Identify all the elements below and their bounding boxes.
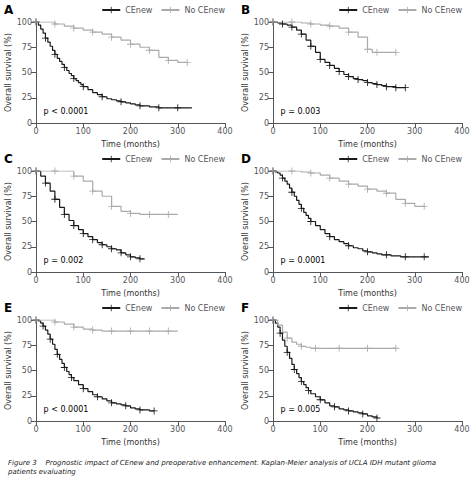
svg-text:75: 75 bbox=[259, 43, 269, 52]
svg-text:300: 300 bbox=[170, 276, 185, 285]
svg-text:Overall survival (%): Overall survival (%) bbox=[241, 33, 250, 112]
svg-text:Time (months): Time (months) bbox=[100, 289, 160, 298]
svg-text:Overall survival (%): Overall survival (%) bbox=[241, 182, 250, 261]
svg-text:0: 0 bbox=[33, 127, 38, 136]
svg-text:400: 400 bbox=[217, 276, 232, 285]
svg-text:E: E bbox=[4, 301, 12, 315]
svg-text:50: 50 bbox=[259, 68, 269, 77]
svg-text:200: 200 bbox=[360, 276, 375, 285]
svg-text:25: 25 bbox=[22, 242, 32, 251]
svg-text:50: 50 bbox=[259, 217, 269, 226]
svg-text:CEnew: CEnew bbox=[125, 6, 153, 15]
svg-text:No CEnew: No CEnew bbox=[421, 304, 462, 313]
svg-text:200: 200 bbox=[360, 127, 375, 136]
svg-text:CEnew: CEnew bbox=[362, 6, 390, 15]
svg-text:100: 100 bbox=[254, 18, 269, 27]
svg-text:CEnew: CEnew bbox=[125, 155, 153, 164]
svg-text:75: 75 bbox=[22, 192, 32, 201]
svg-text:No CEnew: No CEnew bbox=[421, 6, 462, 15]
svg-text:CEnew: CEnew bbox=[362, 304, 390, 313]
svg-text:100: 100 bbox=[313, 127, 328, 136]
svg-text:A: A bbox=[4, 3, 14, 17]
svg-text:CEnew: CEnew bbox=[362, 155, 390, 164]
svg-text:25: 25 bbox=[259, 391, 269, 400]
svg-text:400: 400 bbox=[454, 425, 469, 434]
svg-text:0: 0 bbox=[27, 268, 32, 277]
svg-text:0: 0 bbox=[33, 425, 38, 434]
svg-text:Time (months): Time (months) bbox=[100, 140, 160, 149]
svg-text:Overall survival (%): Overall survival (%) bbox=[241, 331, 250, 410]
svg-text:p < 0.0001: p < 0.0001 bbox=[44, 405, 89, 414]
svg-text:100: 100 bbox=[76, 425, 91, 434]
svg-text:50: 50 bbox=[259, 366, 269, 375]
svg-text:25: 25 bbox=[259, 93, 269, 102]
svg-text:Overall survival (%): Overall survival (%) bbox=[4, 182, 13, 261]
svg-text:75: 75 bbox=[259, 341, 269, 350]
svg-text:No CEnew: No CEnew bbox=[184, 6, 225, 15]
svg-text:p = 0.003: p = 0.003 bbox=[281, 107, 321, 116]
svg-text:Figure 3 Prognostic impact: Figure 3 Prognostic impact of CEnew and … bbox=[8, 459, 438, 467]
svg-text:C: C bbox=[4, 152, 13, 166]
svg-text:Time (months): Time (months) bbox=[337, 438, 397, 447]
svg-text:200: 200 bbox=[123, 127, 138, 136]
svg-text:75: 75 bbox=[259, 192, 269, 201]
svg-text:D: D bbox=[241, 152, 251, 166]
svg-text:75: 75 bbox=[22, 341, 32, 350]
svg-text:50: 50 bbox=[22, 366, 32, 375]
svg-text:Overall survival (%): Overall survival (%) bbox=[4, 331, 13, 410]
svg-text:No CEnew: No CEnew bbox=[184, 155, 225, 164]
svg-text:25: 25 bbox=[22, 93, 32, 102]
svg-text:0: 0 bbox=[27, 119, 32, 128]
svg-text:75: 75 bbox=[22, 43, 32, 52]
svg-text:200: 200 bbox=[123, 425, 138, 434]
svg-text:50: 50 bbox=[22, 217, 32, 226]
svg-text:Overall survival (%): Overall survival (%) bbox=[4, 33, 13, 112]
svg-text:100: 100 bbox=[76, 127, 91, 136]
svg-text:100: 100 bbox=[17, 18, 32, 27]
svg-text:0: 0 bbox=[27, 417, 32, 426]
svg-text:Time (months): Time (months) bbox=[100, 438, 160, 447]
svg-text:300: 300 bbox=[407, 276, 422, 285]
svg-text:0: 0 bbox=[264, 417, 269, 426]
svg-text:300: 300 bbox=[170, 425, 185, 434]
svg-text:p = 0.0001: p = 0.0001 bbox=[281, 256, 326, 265]
svg-text:100: 100 bbox=[313, 276, 328, 285]
svg-text:0: 0 bbox=[270, 425, 275, 434]
svg-text:400: 400 bbox=[217, 425, 232, 434]
svg-text:400: 400 bbox=[454, 276, 469, 285]
svg-text:p = 0.002: p = 0.002 bbox=[44, 256, 84, 265]
svg-text:B: B bbox=[241, 3, 250, 17]
svg-text:100: 100 bbox=[17, 167, 32, 176]
svg-text:0: 0 bbox=[264, 268, 269, 277]
svg-text:25: 25 bbox=[259, 242, 269, 251]
svg-text:300: 300 bbox=[407, 127, 422, 136]
svg-text:400: 400 bbox=[454, 127, 469, 136]
svg-text:patients evaluating: patients evaluating bbox=[7, 468, 76, 476]
svg-text:p = 0.005: p = 0.005 bbox=[281, 405, 321, 414]
svg-text:Time (months): Time (months) bbox=[337, 140, 397, 149]
svg-text:200: 200 bbox=[360, 425, 375, 434]
svg-text:300: 300 bbox=[170, 127, 185, 136]
svg-text:100: 100 bbox=[17, 316, 32, 325]
svg-text:0: 0 bbox=[270, 127, 275, 136]
svg-text:No CEnew: No CEnew bbox=[421, 155, 462, 164]
svg-text:100: 100 bbox=[254, 167, 269, 176]
svg-text:No CEnew: No CEnew bbox=[184, 304, 225, 313]
svg-text:0: 0 bbox=[33, 276, 38, 285]
svg-text:200: 200 bbox=[123, 276, 138, 285]
svg-text:0: 0 bbox=[264, 119, 269, 128]
svg-text:F: F bbox=[241, 301, 249, 315]
svg-text:25: 25 bbox=[22, 391, 32, 400]
svg-text:50: 50 bbox=[22, 68, 32, 77]
svg-text:Time (months): Time (months) bbox=[337, 289, 397, 298]
svg-text:300: 300 bbox=[407, 425, 422, 434]
svg-text:CEnew: CEnew bbox=[125, 304, 153, 313]
svg-text:100: 100 bbox=[76, 276, 91, 285]
svg-text:400: 400 bbox=[217, 127, 232, 136]
svg-text:0: 0 bbox=[270, 276, 275, 285]
svg-text:100: 100 bbox=[313, 425, 328, 434]
svg-text:p < 0.0001: p < 0.0001 bbox=[44, 107, 89, 116]
svg-text:100: 100 bbox=[254, 316, 269, 325]
